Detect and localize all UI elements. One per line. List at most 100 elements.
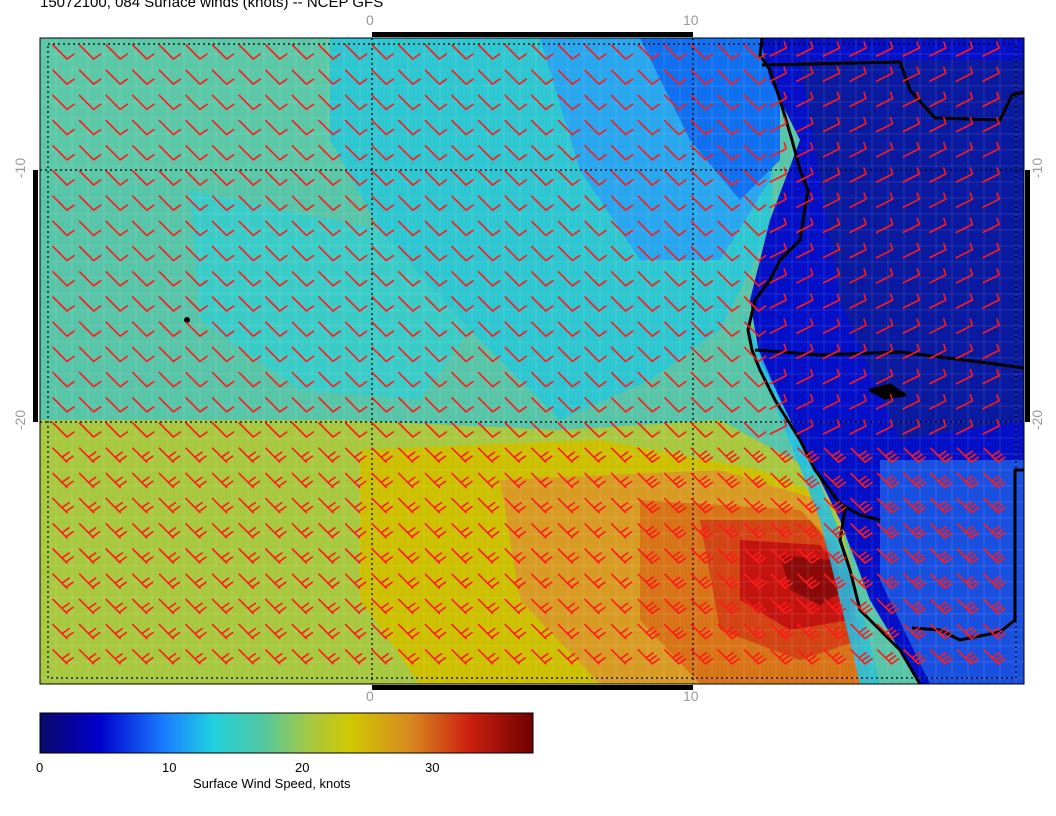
wind-barb <box>637 271 660 287</box>
wind-barb <box>956 497 980 514</box>
wind-barb <box>477 598 500 615</box>
wind-barb <box>610 145 634 161</box>
wind-barb <box>584 623 606 640</box>
wind-barb <box>690 573 714 589</box>
wind-barb <box>291 548 314 564</box>
wind-barb <box>238 44 261 60</box>
wind-barb <box>211 195 235 211</box>
wind-barb <box>690 220 714 237</box>
wind-barb <box>291 573 314 589</box>
wind-barb <box>185 245 208 262</box>
wind-barb <box>265 321 288 337</box>
wind-barb <box>211 119 235 136</box>
wind-barb <box>531 523 553 539</box>
wind-barb <box>929 91 947 108</box>
wind-barb <box>743 245 767 262</box>
wind-barb <box>743 170 767 186</box>
wind-barb <box>743 649 767 665</box>
wind-barb <box>238 321 261 337</box>
wind-barb <box>398 598 420 615</box>
wind-barb <box>265 447 287 463</box>
wind-barb <box>78 119 102 136</box>
wind-barb <box>797 623 820 640</box>
wind-barb <box>78 44 102 60</box>
wind-barb <box>664 69 687 85</box>
wind-barb <box>903 472 926 489</box>
wind-barb <box>797 548 820 564</box>
wind-barb <box>424 422 448 438</box>
wind-barb <box>875 268 894 284</box>
wind-barb <box>850 573 873 589</box>
wind-barb <box>769 293 787 309</box>
wind-barb <box>822 368 841 385</box>
wind-barb <box>265 497 287 514</box>
wind-barb <box>584 119 607 136</box>
wind-barb <box>477 472 500 489</box>
wind-barb <box>52 548 74 564</box>
wind-barb <box>875 91 894 108</box>
wind-barb <box>371 472 393 489</box>
wind-barb <box>424 296 448 312</box>
wind-barb <box>610 422 634 438</box>
wind-barb <box>849 217 867 234</box>
wind-barb <box>983 523 1006 539</box>
wind-barb <box>823 497 847 514</box>
wind-barb <box>849 293 867 309</box>
wind-barb <box>52 371 75 388</box>
wind-barb <box>610 195 634 211</box>
wind-barb <box>78 598 101 615</box>
wind-barb <box>344 623 367 640</box>
top-tick-10: 10 <box>683 12 699 28</box>
wind-barb <box>531 44 554 60</box>
wind-barb <box>637 623 660 640</box>
wind-barb <box>849 268 867 284</box>
wind-barb <box>105 296 128 312</box>
wind-barb <box>158 220 182 237</box>
wind-barb <box>584 145 607 161</box>
wind-barb <box>690 245 714 262</box>
wind-barb <box>291 598 314 615</box>
wind-barb <box>504 472 526 489</box>
wind-barb <box>291 371 315 388</box>
wind-barb <box>185 649 207 665</box>
wind-barb <box>637 220 660 237</box>
wind-barb <box>211 397 235 413</box>
wind-barb <box>344 271 368 287</box>
wind-barb <box>850 447 873 463</box>
wind-barb <box>371 69 394 85</box>
wind-barb <box>78 497 101 514</box>
wind-barb <box>769 419 787 435</box>
wind-barb <box>902 167 920 183</box>
wind-barb <box>291 170 315 186</box>
wind-barb <box>211 220 235 237</box>
wind-barb <box>822 293 841 309</box>
wind-barb <box>211 69 235 85</box>
wind-barb <box>956 523 980 539</box>
wind-barb <box>929 66 947 82</box>
right-tick-minus10: -10 <box>1029 157 1046 179</box>
wind-barb <box>557 649 580 665</box>
wind-barb <box>930 573 953 589</box>
wind-barb <box>185 69 208 85</box>
wind-barb <box>52 296 75 312</box>
wind-barb <box>318 245 341 262</box>
wind-barb <box>504 195 527 211</box>
wind-barb <box>743 94 767 111</box>
wind-barb <box>637 371 660 388</box>
wind-barb <box>796 41 814 57</box>
wind-barb <box>398 195 421 211</box>
wind-barb <box>690 472 714 489</box>
wind-barb <box>982 41 1000 57</box>
wind-barb <box>822 142 841 158</box>
wind-barb <box>769 192 787 208</box>
wind-barb <box>531 548 553 564</box>
wind-barb <box>398 523 420 539</box>
wind-barb <box>451 296 474 312</box>
wind-barb <box>451 497 473 514</box>
wind-barb <box>451 422 474 438</box>
wind-barb <box>344 523 367 539</box>
wind-barb <box>265 119 288 136</box>
wind-barb <box>504 170 527 186</box>
wind-barb <box>770 548 793 564</box>
